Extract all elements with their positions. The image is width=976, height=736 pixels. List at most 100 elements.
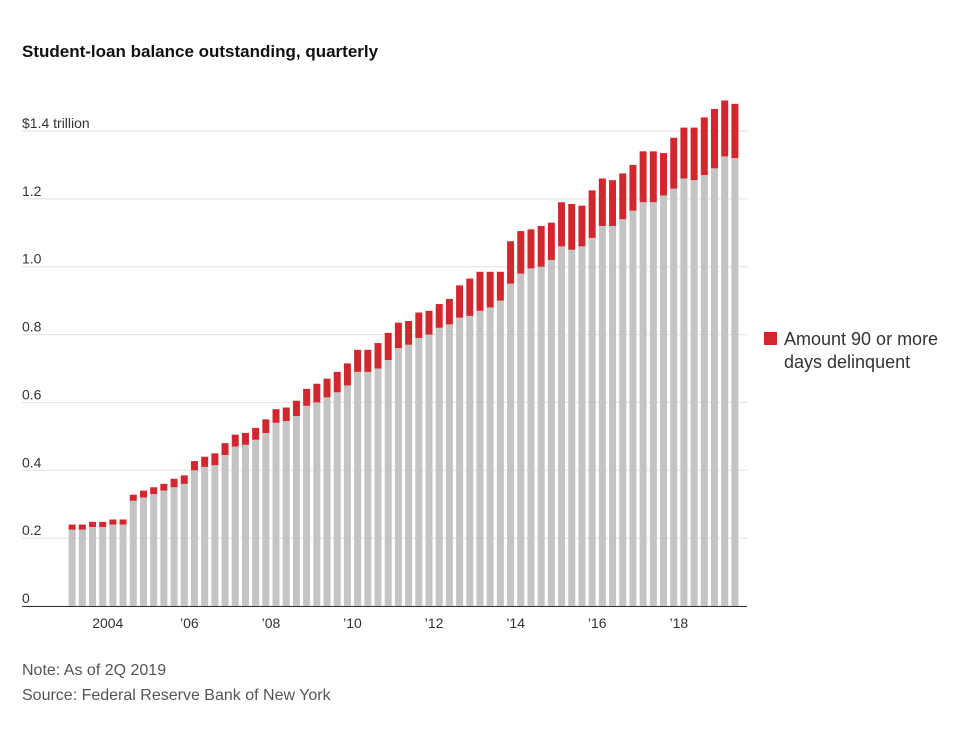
bar-segment <box>211 453 219 466</box>
bar-segment <box>731 158 739 606</box>
bar-segment <box>507 283 515 606</box>
bar-segment <box>690 180 698 607</box>
bar-segment <box>180 475 188 484</box>
bar-segment <box>313 383 321 403</box>
bar-segment <box>568 203 576 250</box>
bar-segment <box>558 246 566 606</box>
bar-segment <box>568 249 576 606</box>
bar-segment <box>629 210 637 606</box>
bar-segment <box>415 312 423 338</box>
bar-segment <box>343 363 351 386</box>
legend-label: Amount 90 or more days delinquent <box>784 329 939 372</box>
bar-segment <box>425 310 433 335</box>
bar-segment <box>374 368 382 606</box>
bar-segment <box>731 103 739 159</box>
bar-segment <box>333 392 341 606</box>
bar-segment <box>150 494 158 606</box>
bar-segment <box>354 371 362 606</box>
bar-segment <box>394 322 402 349</box>
x-tick-label: ’16 <box>588 615 607 631</box>
bar-segment <box>476 271 484 311</box>
bar-segment <box>456 285 464 318</box>
bar-segment <box>680 127 688 179</box>
bar-segment <box>231 434 239 447</box>
bar-segment <box>394 348 402 606</box>
bar-segment <box>507 241 515 284</box>
y-tick-label: 0.4 <box>22 454 42 470</box>
x-tick-label: ’14 <box>506 615 525 631</box>
bar-segment <box>221 455 229 606</box>
note: Note: As of 2Q 2019 <box>22 662 166 679</box>
bar-segment <box>588 237 596 606</box>
y-tick-label: 1.2 <box>22 183 42 199</box>
bar-segment <box>476 310 484 606</box>
bar-segment <box>690 127 698 181</box>
legend-swatch <box>764 332 777 345</box>
bar-segment <box>711 168 719 607</box>
bar-segment <box>190 470 198 606</box>
bar-segment <box>231 446 239 606</box>
bar-segment <box>201 466 209 606</box>
bar-segment <box>211 465 219 606</box>
bar-segment <box>190 461 198 471</box>
bar-segment <box>578 246 586 606</box>
y-tick-label: 1.0 <box>22 251 42 267</box>
bar-segment <box>139 497 147 606</box>
bar-segment <box>333 371 341 393</box>
bar-segment <box>598 178 606 226</box>
bar-segment <box>598 226 606 606</box>
bar-segment <box>547 222 555 260</box>
bar-segment <box>537 266 545 606</box>
bar-segment <box>262 432 270 606</box>
y-tick-label: $1.4 trillion <box>22 115 90 131</box>
bar-segment <box>486 307 494 606</box>
x-tick-label: ’18 <box>669 615 688 631</box>
bar-segment <box>700 175 708 606</box>
bar-segment <box>292 416 300 606</box>
x-tick-label: ’08 <box>262 615 281 631</box>
bar-segment <box>343 385 351 606</box>
bar-segment <box>201 456 209 467</box>
bar-segment <box>639 202 647 606</box>
source: Source: Federal Reserve Bank of New York <box>22 687 332 704</box>
bar-segment <box>68 524 76 530</box>
bar-segment <box>670 137 678 189</box>
bar-segment <box>119 524 127 606</box>
bar-segment <box>405 344 413 606</box>
bar-segment <box>486 271 494 308</box>
bar-segment <box>547 259 555 606</box>
bar-segment <box>292 400 300 416</box>
bar-segment <box>139 490 147 498</box>
bar-segment <box>160 483 168 491</box>
bar-segment <box>119 519 127 525</box>
bar-segment <box>252 439 260 606</box>
x-tick-label: ’10 <box>343 615 362 631</box>
bar-segment <box>435 304 443 328</box>
bar-segment <box>262 419 270 433</box>
bar-segment <box>313 402 321 606</box>
x-tick-label: 2004 <box>92 615 123 631</box>
bar-segment <box>88 526 96 606</box>
bar-segment <box>221 443 229 456</box>
bar-segment <box>721 156 729 607</box>
bar-segment <box>252 427 260 440</box>
bar-segment <box>609 226 617 606</box>
bar-segment <box>303 388 311 406</box>
bar-segment <box>405 321 413 345</box>
bar-segment <box>660 195 668 606</box>
bar-segment <box>150 487 158 495</box>
bar-segment <box>180 483 188 606</box>
bar-segment <box>323 397 331 606</box>
bar-segment <box>364 349 372 372</box>
bar-segment <box>272 409 280 423</box>
bar-segment <box>282 421 290 606</box>
bar-segment <box>384 332 392 361</box>
bar-segment <box>609 180 617 226</box>
bar-segment <box>527 229 535 269</box>
bar-segment <box>445 324 453 606</box>
bar-segment <box>109 524 117 606</box>
bar-segment <box>99 521 107 527</box>
bar-segment <box>619 173 627 220</box>
bar-segment <box>496 271 504 301</box>
